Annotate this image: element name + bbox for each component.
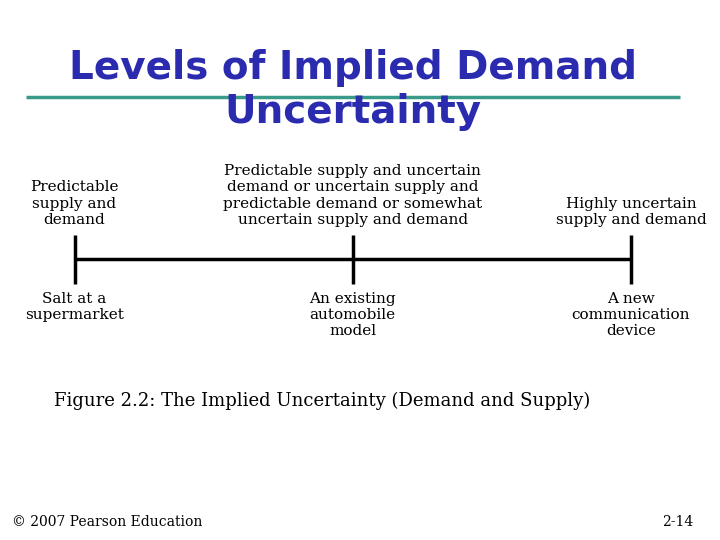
Text: A new
communication
device: A new communication device (572, 292, 690, 338)
Text: © 2007 Pearson Education: © 2007 Pearson Education (12, 515, 202, 529)
Text: Predictable
supply and
demand: Predictable supply and demand (30, 180, 119, 227)
Text: Levels of Implied Demand
Uncertainty: Levels of Implied Demand Uncertainty (68, 49, 636, 131)
Text: Predictable supply and uncertain
demand or uncertain supply and
predictable dema: Predictable supply and uncertain demand … (223, 164, 482, 227)
Text: Highly uncertain
supply and demand: Highly uncertain supply and demand (556, 197, 706, 227)
Text: Salt at a
supermarket: Salt at a supermarket (25, 292, 124, 322)
Text: 2-14: 2-14 (662, 515, 693, 529)
Text: An existing
automobile
model: An existing automobile model (310, 292, 396, 338)
Text: Figure 2.2: The Implied Uncertainty (Demand and Supply): Figure 2.2: The Implied Uncertainty (Dem… (54, 392, 590, 410)
